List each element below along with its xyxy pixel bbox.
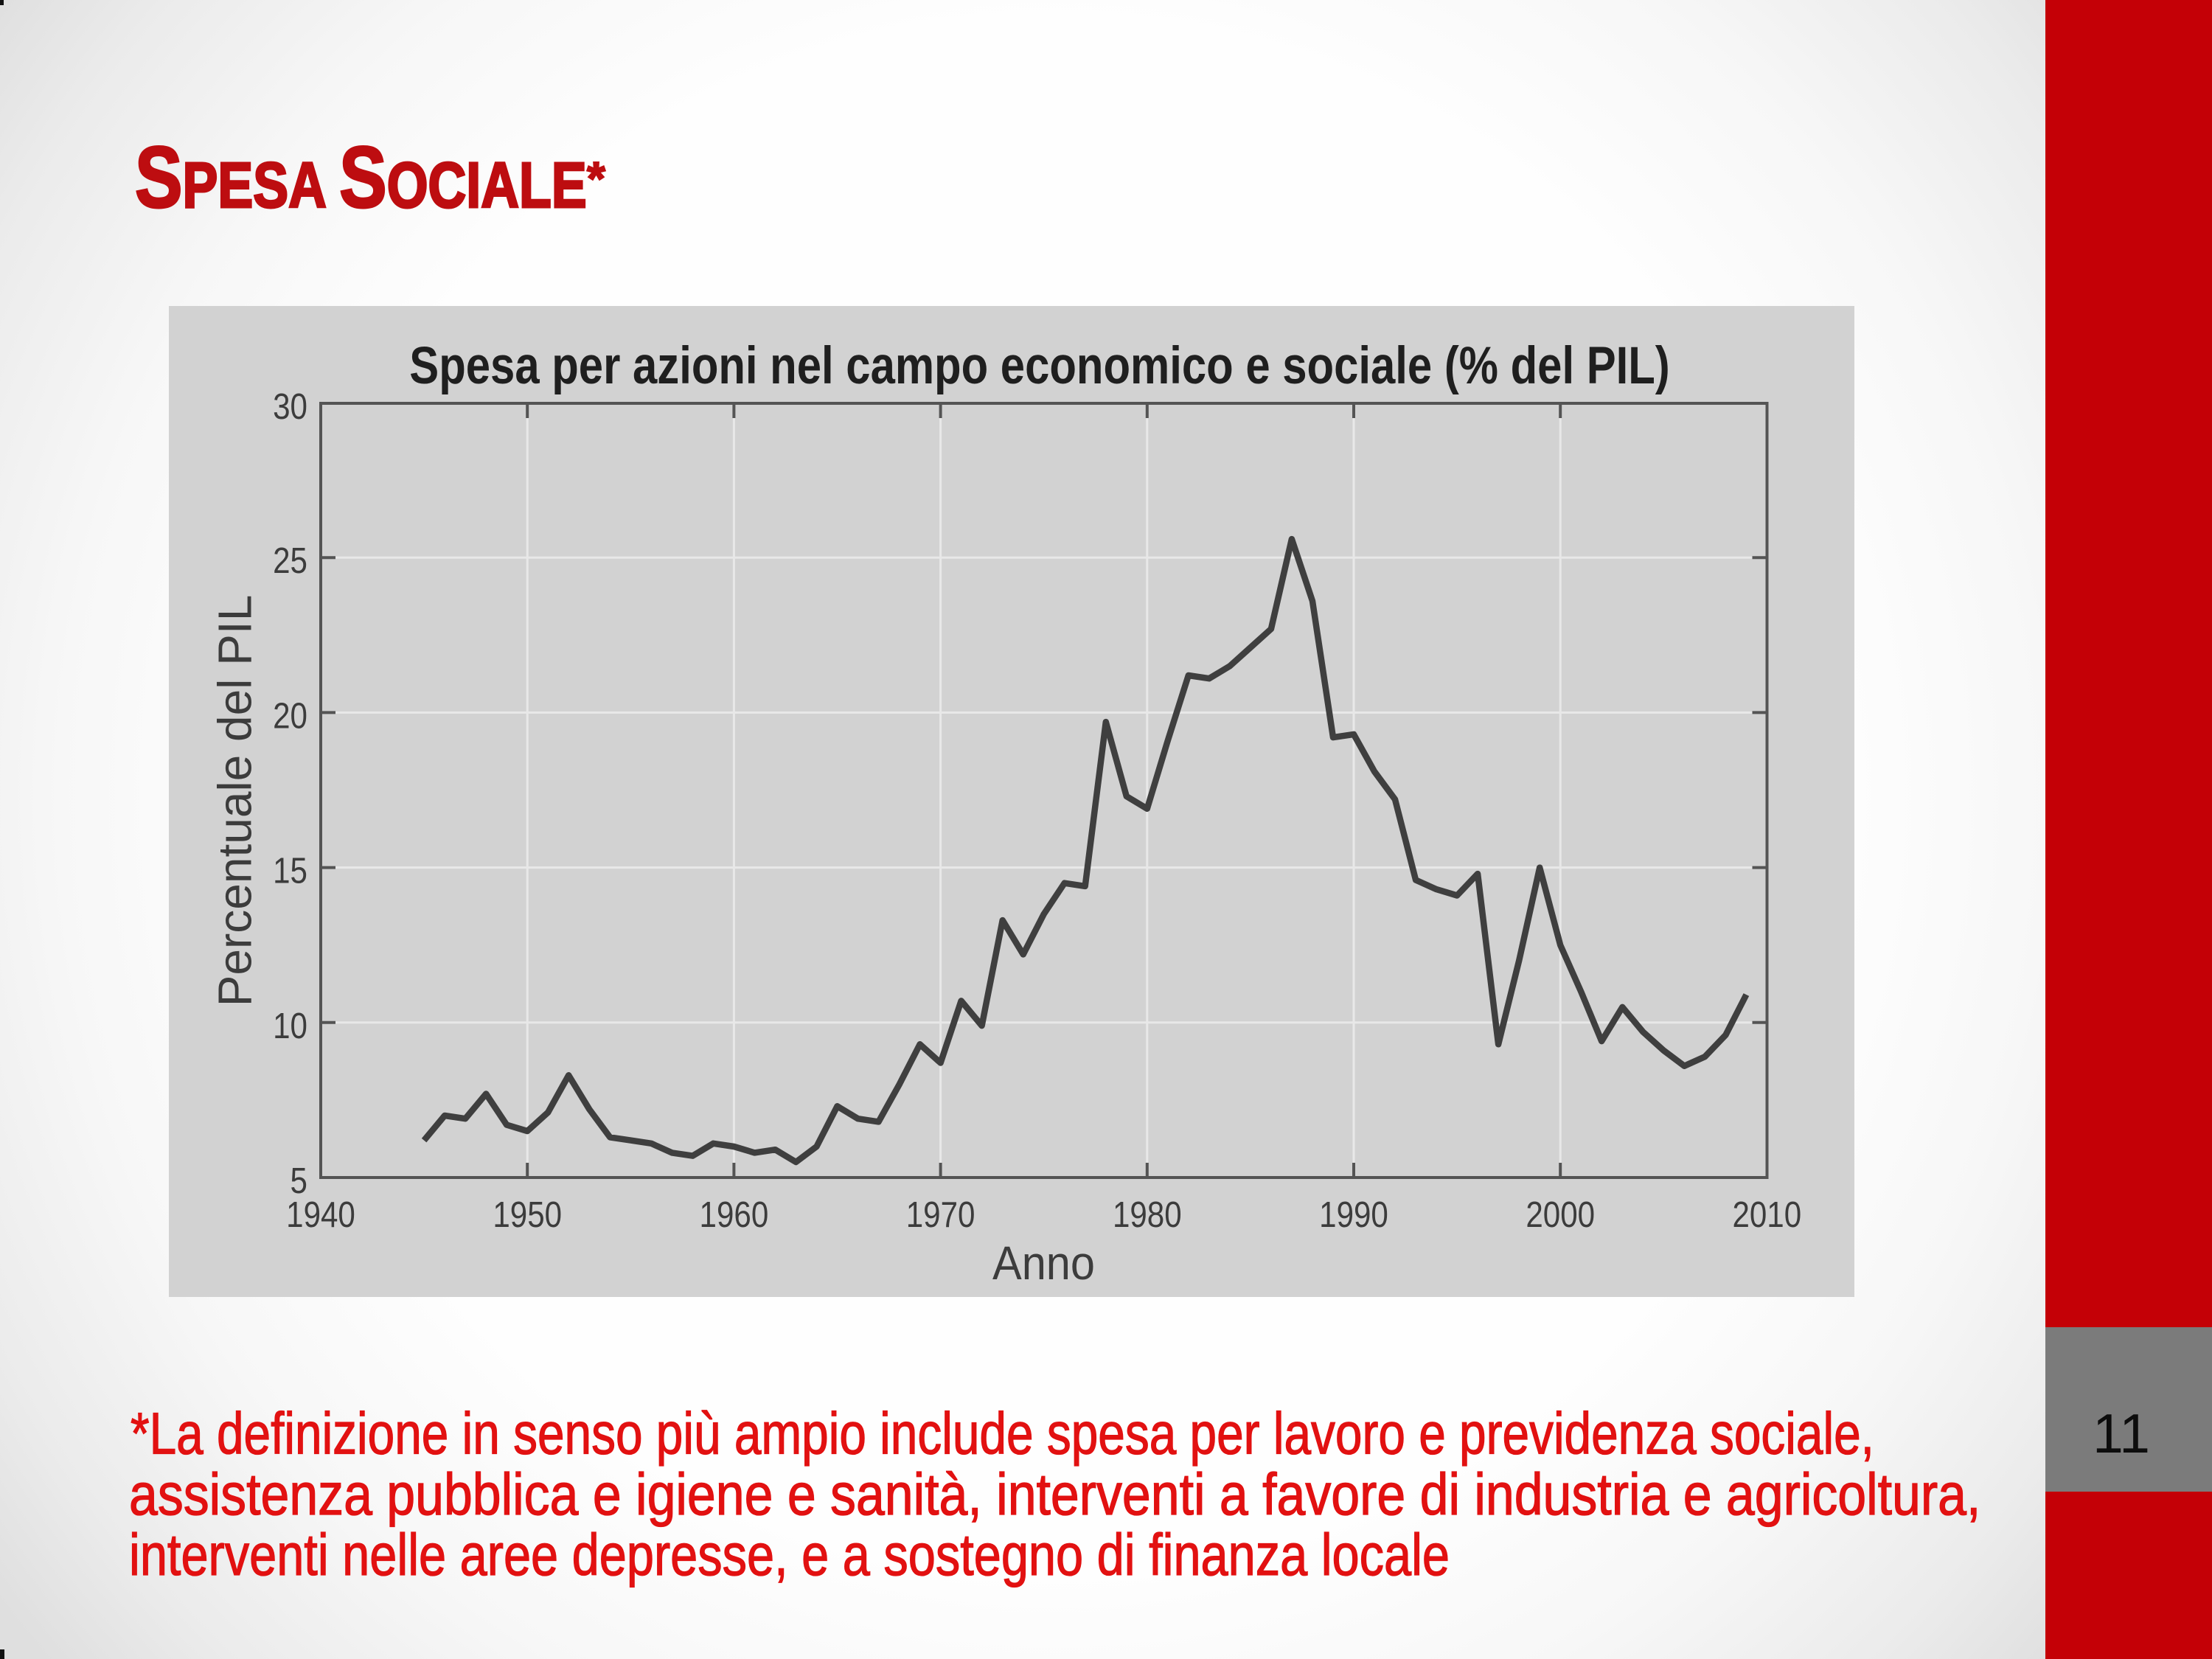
svg-text:SPESA SOCIALE: SPESA SOCIALE	[135, 128, 587, 226]
svg-text:*: *	[587, 152, 605, 205]
svg-text:Anno: Anno	[992, 1237, 1095, 1290]
svg-text:Spesa per azioni nel campo eco: Spesa per azioni nel campo economico e s…	[409, 336, 1669, 394]
svg-text:30: 30	[273, 386, 307, 427]
svg-text:*La definizione in senso più a: *La definizione in senso più ampio inclu…	[131, 1400, 1874, 1467]
svg-text:25: 25	[273, 540, 307, 581]
svg-text:interventi nelle aree depresse: interventi nelle aree depresse, e a sost…	[129, 1521, 1450, 1587]
svg-text:2010: 2010	[1732, 1194, 1801, 1235]
svg-text:1960: 1960	[700, 1194, 769, 1235]
svg-text:1990: 1990	[1319, 1194, 1388, 1235]
svg-text:Percentuale del PIL: Percentuale del PIL	[209, 595, 262, 1007]
svg-text:20: 20	[273, 695, 307, 736]
svg-text:10: 10	[273, 1006, 307, 1046]
svg-text:5: 5	[291, 1161, 307, 1201]
svg-text:1950: 1950	[493, 1194, 562, 1235]
svg-text:1940: 1940	[286, 1194, 355, 1235]
svg-text:1970: 1970	[906, 1194, 975, 1235]
svg-text:assistenza pubblica e igiene e: assistenza pubblica e igiene e sanità, i…	[129, 1461, 1980, 1526]
svg-text:1980: 1980	[1113, 1194, 1182, 1235]
svg-text:2000: 2000	[1526, 1194, 1595, 1235]
svg-text:15: 15	[273, 851, 307, 891]
svg-text:11: 11	[2093, 1402, 2150, 1464]
